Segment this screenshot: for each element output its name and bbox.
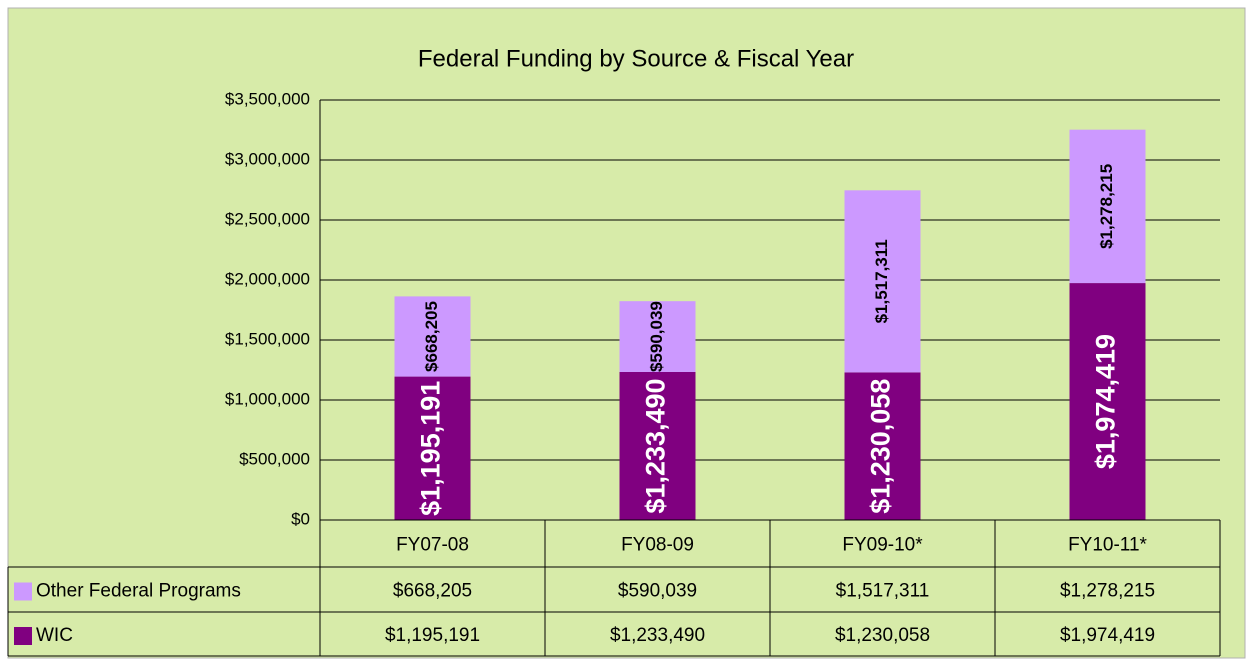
bar-segment xyxy=(1069,129,1146,284)
data-label: $1,233,490 xyxy=(641,378,671,513)
legend-label: WIC xyxy=(36,625,73,646)
legend-swatch xyxy=(14,627,32,645)
bar-segment xyxy=(844,190,921,373)
x-tick-label: FY09-10* xyxy=(842,535,923,556)
table-cell: $1,230,058 xyxy=(835,625,930,646)
x-tick-label: FY10-11* xyxy=(1068,535,1147,556)
data-label: $590,039 xyxy=(647,301,666,372)
bar-segment xyxy=(619,371,696,520)
table-cell: $590,039 xyxy=(618,581,697,602)
legend-label: Other Federal Programs xyxy=(36,581,241,602)
chart-title: Federal Funding by Source & Fiscal Year xyxy=(418,45,854,72)
y-tick-label: $2,000,000 xyxy=(225,269,310,288)
bar-segment xyxy=(394,376,471,520)
y-tick-label: $1,500,000 xyxy=(225,329,310,348)
bar-segment xyxy=(1069,283,1146,520)
y-tick-label: $0 xyxy=(291,509,310,528)
table-cell: $1,974,419 xyxy=(1060,625,1155,646)
data-label: $1,517,311 xyxy=(872,239,891,323)
x-tick-label: FY08-09 xyxy=(621,535,694,556)
table-cell: $1,517,311 xyxy=(836,581,930,602)
y-tick-label: $3,000,000 xyxy=(225,149,310,168)
table-cell: $668,205 xyxy=(393,581,472,602)
data-label: $668,205 xyxy=(422,301,441,372)
bar-segment xyxy=(844,372,921,520)
table-cell: $1,233,490 xyxy=(610,625,705,646)
y-tick-label: $2,500,000 xyxy=(225,209,310,228)
y-tick-label: $1,000,000 xyxy=(225,389,310,408)
y-tick-label: $3,500,000 xyxy=(225,89,310,108)
table-cell: $1,195,191 xyxy=(385,625,480,646)
bar-segment xyxy=(394,296,471,377)
legend-swatch xyxy=(14,582,32,601)
x-tick-label: FY07-08 xyxy=(396,535,469,556)
table-cell: $1,278,215 xyxy=(1060,581,1155,602)
data-label: $1,974,419 xyxy=(1091,334,1121,469)
bar-segment xyxy=(619,301,696,372)
data-label: $1,230,058 xyxy=(866,379,896,514)
y-tick-label: $500,000 xyxy=(239,449,310,468)
data-label: $1,278,215 xyxy=(1097,164,1116,249)
data-label: $1,195,191 xyxy=(416,381,446,516)
